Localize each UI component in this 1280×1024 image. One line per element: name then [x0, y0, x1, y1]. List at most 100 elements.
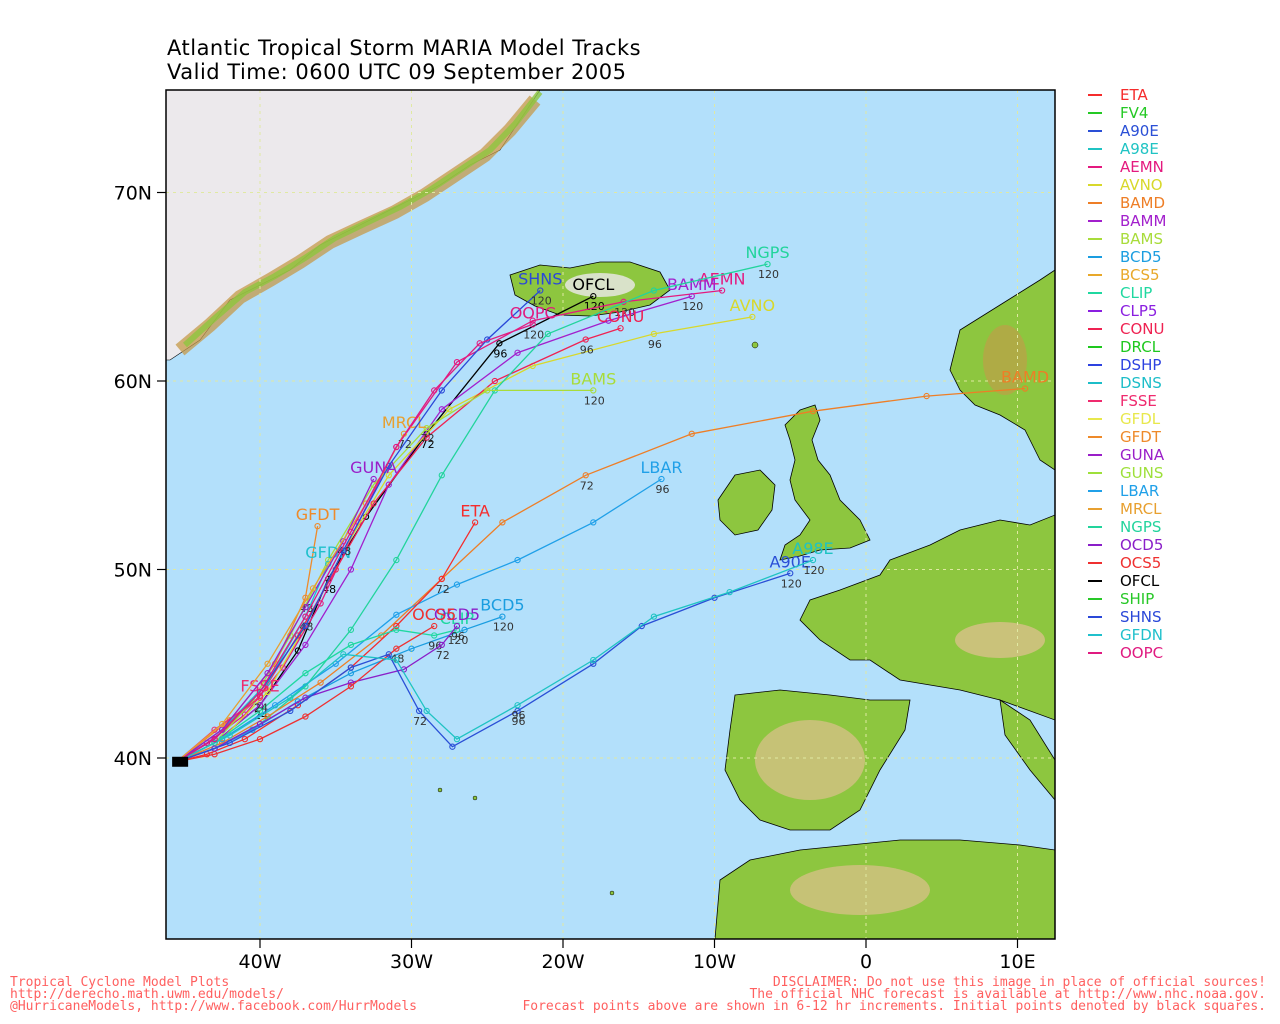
forecast-point	[809, 556, 817, 564]
track-avno: 96 AVNO	[176, 296, 775, 763]
legend-item-lbar: LBAR	[1088, 482, 1166, 500]
forecast-hour-label: 120	[682, 300, 703, 313]
forecast-point	[923, 392, 930, 400]
forecast-hour-label: 120	[614, 306, 635, 319]
forecast-point	[461, 626, 468, 633]
footer-left-line1: Tropical Cyclone Model Plots	[10, 975, 230, 990]
forecast-point	[449, 743, 456, 750]
legend-swatch	[1088, 292, 1102, 294]
forecast-hour-label: 72	[580, 479, 594, 492]
forecast-point	[385, 472, 392, 479]
forecast-point	[446, 406, 453, 413]
forecast-point	[529, 317, 536, 324]
forecast-point	[302, 713, 309, 720]
model-end-label: SHNS	[518, 270, 562, 289]
legend-label: AEMN	[1120, 158, 1164, 176]
legend-item-gfdl: GFDL	[1088, 410, 1166, 428]
legend-item-fsse: FSSE	[1088, 392, 1166, 410]
track-line	[176, 387, 1026, 763]
forecast-hour-label: 72	[436, 649, 450, 662]
disclaimer-line2: The official NHC forecast is available a…	[749, 987, 1266, 1002]
legend-swatch	[1088, 580, 1102, 582]
legend-label: FSSE	[1120, 392, 1157, 410]
forecast-point	[393, 626, 400, 633]
forecast-hour-label: 72	[436, 583, 450, 596]
forecast-point	[302, 670, 309, 677]
forecast-point	[264, 670, 271, 677]
model-end-label: LBAR	[640, 458, 682, 477]
footer-right: DISCLAIMER: Do not use this image in pla…	[522, 976, 1266, 1013]
legend-item-a98e: A98E	[1088, 140, 1166, 158]
forecast-point	[718, 287, 726, 294]
legend-item-eta: ETA	[1088, 86, 1166, 104]
continental-europe	[799, 514, 1055, 721]
initial-position-marker	[172, 756, 189, 767]
forecast-point	[393, 622, 400, 630]
forecast-point	[314, 522, 321, 530]
forecast-point	[264, 660, 271, 667]
forecast-point	[484, 387, 491, 394]
lon-tick-label: 10W	[693, 951, 736, 973]
forecast-point	[423, 707, 430, 715]
legend-label: DSNS	[1120, 374, 1162, 392]
forecast-point	[1021, 385, 1029, 392]
footer-left: Tropical Cyclone Model Plots http://dere…	[10, 975, 417, 1014]
model-end-label: BAMD	[1001, 368, 1049, 387]
forecast-point	[340, 651, 347, 658]
forecast-point	[211, 726, 218, 733]
model-end-label: AEMN	[699, 270, 746, 289]
forecast-point	[590, 660, 597, 667]
legend-label: DRCL	[1120, 338, 1161, 356]
forecast-hour-label: 96	[428, 639, 442, 652]
track-line	[176, 323, 533, 763]
model-end-label: OOPC	[510, 303, 556, 322]
legend-item-guna: GUNA	[1088, 446, 1166, 464]
forecast-point	[688, 293, 695, 300]
lon-tick-label: 30W	[390, 951, 433, 973]
model-end-label: NGPS	[745, 243, 789, 262]
forecast-point	[658, 475, 665, 483]
model-end-label: OFCL	[572, 275, 614, 294]
legend-item-aemn: AEMN	[1088, 158, 1166, 176]
legend-label: FV4	[1120, 104, 1149, 122]
legend-swatch	[1088, 472, 1102, 474]
legend-swatch	[1088, 220, 1102, 222]
forecast-point	[226, 732, 233, 739]
forecast-point	[347, 683, 355, 690]
legend-swatch	[1088, 148, 1102, 150]
forecast-point	[590, 387, 597, 394]
legend-swatch	[1088, 598, 1102, 600]
forecast-hour-label: 96	[512, 709, 526, 722]
model-end-label: CLIP	[440, 609, 475, 628]
forecast-point	[393, 556, 400, 564]
lon-tick-label: 10E	[999, 951, 1035, 973]
forecast-point	[529, 321, 536, 328]
legend-label: AVNO	[1120, 176, 1163, 194]
track-oopc: 120 OOPC	[176, 303, 556, 763]
forecast-point	[431, 387, 438, 394]
legend-label: A90E	[1120, 122, 1159, 140]
legend-label: SHIP	[1120, 590, 1155, 608]
track-line	[176, 625, 458, 763]
forecast-point	[256, 688, 264, 696]
legend-swatch	[1088, 274, 1102, 276]
footer-left-line3[interactable]: @HurricaneModels, http://www.facebook.co…	[10, 999, 417, 1014]
map-frame	[165, 89, 1056, 940]
forecast-point	[650, 613, 658, 620]
forecast-point	[496, 340, 503, 347]
forecast-hour-label: 120	[584, 394, 605, 407]
valid-time: Valid Time: 0600 UTC 09 September 2005	[167, 60, 627, 84]
legend-label: CONU	[1120, 320, 1165, 338]
footer-left-line2[interactable]: http://derecho.math.uwm.edu/models/	[10, 987, 284, 1002]
forecast-point	[309, 585, 317, 592]
forecast-point	[347, 664, 355, 671]
legend-label: BAMD	[1120, 194, 1166, 212]
legend-label: DSHP	[1120, 356, 1162, 374]
model-end-label: BCD5	[480, 596, 524, 615]
legend-swatch	[1088, 166, 1102, 168]
track-bamd: 72 BAMD	[176, 368, 1049, 763]
forecast-point	[590, 519, 597, 526]
